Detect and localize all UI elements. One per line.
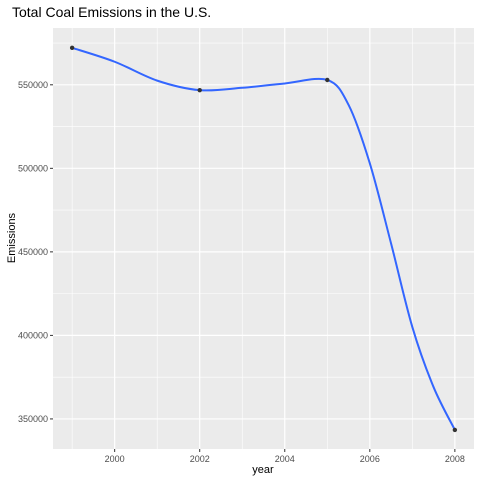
series-layer (69, 45, 458, 433)
data-point (452, 427, 458, 433)
plot-panel (53, 28, 474, 449)
y-tick-label: 400000 (18, 330, 48, 340)
minor-gridlines (53, 28, 474, 449)
data-point (197, 87, 202, 93)
y-axis-label: Emissions (6, 212, 18, 263)
x-tick-label: 2000 (105, 454, 125, 464)
x-tick-label: 2006 (360, 454, 380, 464)
y-tick-label: 550000 (18, 80, 48, 90)
x-tick-label: 2004 (275, 454, 295, 464)
y-tick-label: 500000 (18, 163, 48, 173)
data-point (325, 77, 330, 83)
data-point (69, 45, 75, 51)
emissions-line (71, 46, 456, 431)
x-tick-label: 2008 (445, 454, 465, 464)
y-tick-label: 350000 (18, 414, 48, 424)
x-axis-label: year (252, 464, 274, 476)
axes-layer: 2000 2002 2004 2006 2008 350000 400000 450000 50… (18, 80, 465, 464)
y-tick-label: 450000 (18, 247, 48, 257)
major-gridlines (53, 28, 474, 449)
chart-title: Total Coal Emissions in the U.S. (12, 4, 212, 20)
x-tick-label: 2002 (190, 454, 210, 464)
